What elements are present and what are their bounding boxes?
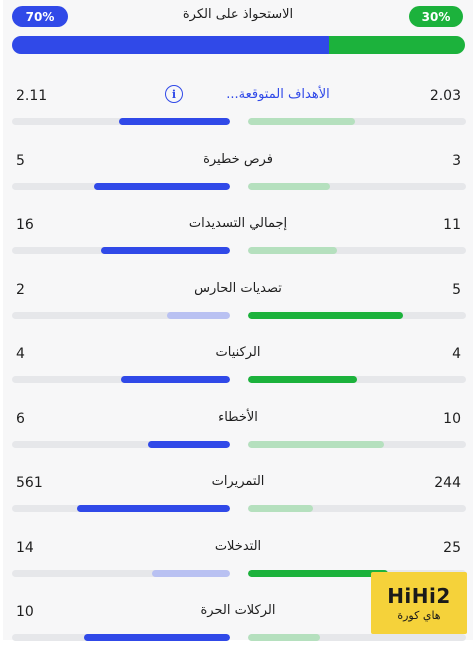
stat-bar-left-fill — [83, 634, 230, 641]
possession-title: الاستحواذ على الكرة — [182, 7, 294, 22]
stat-bar-right-track — [248, 182, 466, 190]
stat-bar-left-track — [12, 440, 230, 448]
stat-left-value: 16 — [16, 217, 34, 233]
stat-bar-left-track — [12, 247, 230, 254]
possession-right-pill: 30% — [409, 6, 463, 27]
stat-left-value: 6 — [16, 410, 25, 427]
stat-row: 2 تصديات الحارس 5 — [3, 260, 473, 324]
stat-bar-left-track — [12, 569, 230, 577]
stat-right-value: 25 — [443, 539, 461, 556]
stat-row: 10 الركلات الحرة — [3, 582, 473, 646]
stat-bar-left-fill — [166, 311, 230, 319]
stat-bar-left-fill — [148, 440, 230, 448]
stat-row: 6 الأخطاء 10 — [3, 389, 473, 453]
stat-bar-right-track — [248, 311, 466, 319]
stat-bar-left-fill — [121, 376, 230, 383]
stat-bar-right-track — [248, 634, 466, 641]
stat-label: التدخلات — [214, 538, 262, 554]
stat-bar-left-track — [12, 311, 230, 319]
stat-row: 5 فرص خطيرة 3 — [3, 131, 473, 195]
stat-right-value: 5 — [452, 281, 461, 298]
stat-bar-right-fill — [248, 505, 314, 512]
site-watermark: HiHi2 هاي كورة — [371, 572, 467, 634]
stat-label[interactable]: الأهداف المتوقعة... — [226, 87, 330, 102]
stat-bar-left-track — [12, 376, 230, 383]
stat-bar-right-track — [248, 376, 466, 383]
stat-left-value: 4 — [16, 346, 25, 362]
stat-bar-left-fill — [101, 247, 230, 254]
stat-left-value: 14 — [16, 539, 34, 556]
stat-bar-left-track — [12, 118, 230, 125]
possession-bar-left — [12, 36, 330, 54]
stat-row: 14 التدخلات 25 — [3, 518, 473, 582]
stat-bar-right-track — [248, 569, 466, 577]
stat-bar-left-fill — [77, 505, 230, 512]
stat-bar-right-track — [248, 440, 466, 448]
stat-bar-left-fill — [118, 118, 230, 125]
stat-left-value: 10 — [16, 604, 34, 620]
stat-bar-right-fill — [248, 118, 355, 125]
stat-bar-left-track — [12, 182, 230, 190]
stat-right-value: 10 — [443, 410, 461, 427]
stat-bar-right-fill — [248, 569, 388, 577]
info-icon[interactable]: i — [165, 85, 183, 103]
stat-right-value: 244 — [434, 475, 461, 491]
stat-bar-left-track — [12, 634, 230, 641]
stat-label: الركنيات — [215, 345, 261, 360]
stat-bar-right-fill — [248, 311, 403, 319]
stat-bar-right-fill — [248, 182, 330, 190]
stat-row: 561 التمريرات 244 — [3, 453, 473, 517]
watermark-logo: HiHi2 — [387, 584, 451, 608]
stat-left-value: 2.11 — [16, 88, 48, 104]
stat-bar-right-track — [248, 247, 466, 254]
stat-label: الركلات الحرة — [200, 603, 276, 618]
stat-right-value: 2.03 — [429, 88, 461, 104]
stat-label: إجمالي التسديدات — [188, 216, 288, 231]
stat-bar-right-fill — [248, 247, 338, 254]
possession-left-pill: 70% — [12, 6, 68, 27]
stat-label: التمريرات — [211, 474, 265, 489]
stat-row[interactable]: 2.11 الأهداف المتوقعة... i 2.03 — [3, 66, 473, 130]
stat-label: فرص خطيرة — [203, 151, 273, 167]
stat-bar-right-track — [248, 505, 466, 512]
stat-left-value: 2 — [16, 281, 25, 298]
stat-bar-right-fill — [248, 440, 385, 448]
stat-left-value: 561 — [16, 475, 43, 491]
stat-label: الأخطاء — [218, 409, 258, 425]
stat-right-value: 11 — [443, 217, 461, 233]
stat-row: 16 إجمالي التسديدات 11 — [3, 195, 473, 259]
stat-label: تصديات الحارس — [194, 280, 282, 296]
match-stats-panel: 70% الاستحواذ على الكرة 30% 2.11 الأهداف … — [3, 0, 473, 641]
stat-right-value: 4 — [452, 346, 461, 362]
stat-bar-right-fill — [248, 376, 357, 383]
stat-bar-right-fill — [248, 634, 320, 641]
possession-bar — [12, 36, 465, 54]
watermark-subtitle: هاي كورة — [397, 609, 441, 622]
stat-left-value: 5 — [16, 152, 25, 169]
stat-row: 4 الركنيات 4 — [3, 324, 473, 388]
stat-right-value: 3 — [452, 152, 461, 169]
stat-bar-left-track — [12, 505, 230, 512]
possession-bar-right — [329, 36, 465, 54]
stat-bar-left-fill — [93, 182, 230, 190]
stat-bar-right-track — [248, 118, 466, 125]
stat-bar-left-fill — [151, 569, 230, 577]
